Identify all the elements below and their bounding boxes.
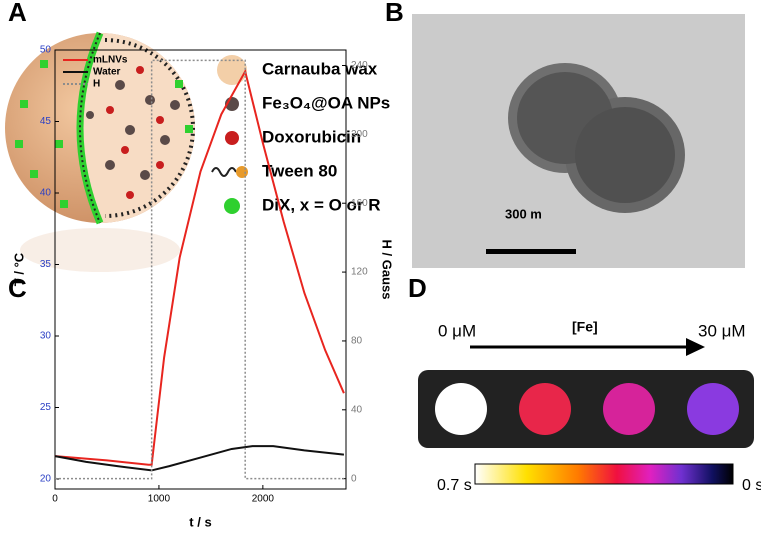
start-label: 0 μM xyxy=(438,321,476,340)
legend-label: Carnauba wax xyxy=(262,59,378,78)
axis-label: [Fe] xyxy=(572,319,598,335)
sample xyxy=(687,383,739,435)
y2-tick-label: 200 xyxy=(351,129,368,140)
tem-image xyxy=(412,14,745,268)
scale-bar xyxy=(486,249,576,254)
panel-label: A xyxy=(8,0,27,27)
legend-label: Fe₃O₄@OA NPs xyxy=(262,93,390,112)
colorbar-label: 0 s xyxy=(742,477,761,494)
y2-axis-label: H / Gauss xyxy=(380,240,395,300)
legend-label: Doxorubicin xyxy=(262,127,361,146)
colorbar-label: 0.7 s xyxy=(437,477,472,494)
y-tick-label: 30 xyxy=(40,331,52,342)
y2-tick-label: 80 xyxy=(351,336,363,347)
y2-tick-label: 240 xyxy=(351,60,368,71)
legend-label: Water xyxy=(93,67,121,78)
sample xyxy=(519,383,571,435)
y-axis-label: T / °C xyxy=(11,252,26,286)
sample-tray xyxy=(418,370,754,448)
sample xyxy=(435,383,487,435)
legend-icons xyxy=(211,55,248,214)
y-tick-label: 50 xyxy=(40,45,52,56)
scale-label: 300 m xyxy=(505,206,542,221)
x-tick-label: 0 xyxy=(52,494,58,505)
data-line xyxy=(55,59,344,480)
y-tick-label: 25 xyxy=(40,402,52,413)
end-label: 30 μM xyxy=(698,321,746,340)
y-tick-label: 40 xyxy=(40,188,52,199)
y-tick-label: 45 xyxy=(40,116,52,127)
data-line xyxy=(54,68,345,466)
y-tick-label: 20 xyxy=(40,474,52,485)
nanoparticle-illustration xyxy=(5,31,195,272)
y2-tick-label: 120 xyxy=(351,267,368,278)
colorbar xyxy=(474,463,734,485)
arrow-head xyxy=(686,338,705,356)
legend-label: Tween 80 xyxy=(262,161,337,180)
x-tick-label: 2000 xyxy=(252,494,275,505)
data-line xyxy=(54,445,345,472)
y-tick-label: 35 xyxy=(40,259,52,270)
chart: 20 25 30 35 40 45 50 0 40 80 120 160 200 240 0 1000 2000… xyxy=(11,45,394,530)
sample xyxy=(603,383,655,435)
legend-label: DiX, x = O or R xyxy=(262,195,381,214)
x-tick-label: 1000 xyxy=(148,494,171,505)
plot-frame xyxy=(54,49,347,490)
x-axis-label: t / s xyxy=(189,514,211,529)
panel-label: D xyxy=(408,273,427,303)
legend-label: H xyxy=(93,79,100,90)
y2-tick-label: 160 xyxy=(351,198,368,209)
legend-label: mLNVs xyxy=(93,55,128,66)
y2-tick-label: 40 xyxy=(351,404,363,415)
panel-label: C xyxy=(8,273,27,303)
y2-tick-label: 0 xyxy=(351,473,357,484)
panel-label: B xyxy=(385,0,404,27)
